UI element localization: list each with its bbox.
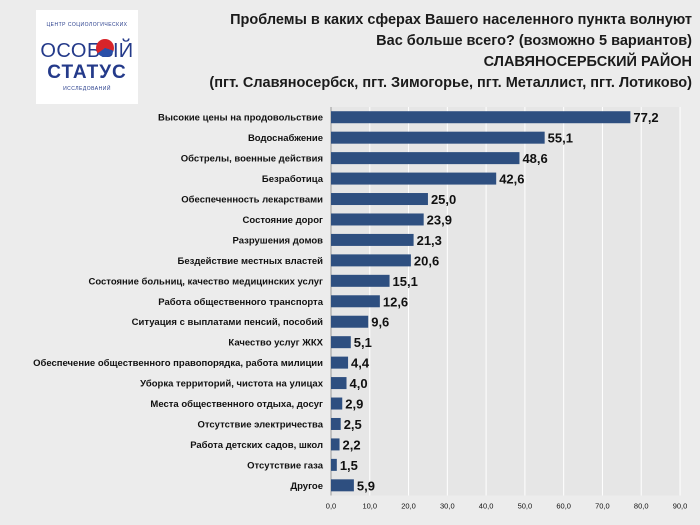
category-label: Обеспеченность лекарствами — [181, 195, 323, 206]
bar — [331, 458, 337, 471]
bar — [331, 479, 354, 492]
bar — [331, 131, 545, 144]
x-tick-label: 90,0 — [673, 502, 688, 511]
title-line-3: СЛАВЯНОСЕРБСКИЙ РАЙОН — [483, 54, 692, 70]
value-label: 5,9 — [357, 478, 375, 493]
value-label: 25,0 — [431, 192, 456, 207]
logo-ball-icon — [96, 39, 114, 57]
value-label: 42,6 — [499, 172, 524, 187]
bar — [331, 377, 347, 390]
x-tick-label: 50,0 — [518, 502, 533, 511]
category-label: Ситуация с выплатами пенсий, пособий — [132, 317, 323, 328]
category-label: Уборка территорий, чистота на улицах — [140, 379, 324, 390]
category-label: Обеспечение общественного правопорядка, … — [33, 358, 323, 369]
category-label: Работа детских садов, школ — [190, 440, 323, 451]
category-label: Состояние больниц, качество медицинских … — [88, 276, 323, 287]
chart-title: Проблемы в каких сферах Вашего населенно… — [172, 10, 692, 94]
category-label: Обстрелы, военные действия — [181, 154, 323, 165]
value-label: 55,1 — [548, 131, 573, 146]
category-label: Разрушения домов — [232, 235, 323, 246]
title-line-2: Вас больше всего? (возможно 5 вариантов) — [376, 33, 692, 49]
value-label: 2,5 — [344, 417, 362, 432]
value-label: 48,6 — [522, 151, 547, 166]
x-tick-label: 70,0 — [595, 502, 610, 511]
logo-bottom-text: ИССЛЕДОВАНИЙ — [63, 86, 111, 92]
category-label: Высокие цены на продовольствие — [158, 113, 323, 124]
category-label: Состояние дорог — [243, 215, 324, 226]
logo: ЦЕНТР СОЦИОЛОГИЧЕСКИХ ОСОБЫЙ СТАТУС ИССЛ… — [36, 10, 138, 104]
category-label: Места общественного отдыха, досуг — [150, 399, 323, 410]
category-label: Отсутствие электричества — [197, 419, 323, 430]
bar — [331, 356, 349, 369]
value-label: 23,9 — [427, 212, 452, 227]
value-label: 5,1 — [354, 335, 372, 350]
category-label: Отсутствие газа — [247, 460, 324, 471]
bar — [331, 438, 340, 451]
category-label: Безработица — [262, 174, 324, 185]
x-tick-label: 40,0 — [479, 502, 494, 511]
x-tick-label: 0,0 — [326, 502, 336, 511]
value-label: 12,6 — [383, 294, 408, 309]
logo-word-status: СТАТУС — [47, 62, 127, 83]
bar — [331, 111, 631, 124]
value-label: 15,1 — [393, 274, 418, 289]
value-label: 1,5 — [340, 458, 358, 473]
category-label: Водоснабжение — [248, 133, 323, 144]
value-label: 9,6 — [371, 315, 389, 330]
value-label: 77,2 — [633, 110, 658, 125]
title-line-4: (пгт. Славяносербск, пгт. Зимогорье, пгт… — [209, 75, 692, 91]
x-tick-label: 10,0 — [362, 502, 377, 511]
value-label: 21,3 — [417, 233, 442, 248]
x-tick-label: 30,0 — [440, 502, 455, 511]
bar — [331, 336, 351, 349]
value-label: 2,9 — [345, 397, 363, 412]
bar — [331, 193, 428, 206]
bar — [331, 295, 380, 308]
bar — [331, 152, 520, 165]
bar — [331, 315, 369, 328]
value-label: 2,2 — [343, 437, 361, 452]
category-label: Бездействие местных властей — [177, 256, 323, 267]
category-label: Качество услуг ЖКХ — [228, 338, 323, 349]
bar — [331, 172, 497, 185]
x-tick-label: 60,0 — [556, 502, 571, 511]
x-tick-label: 20,0 — [401, 502, 416, 511]
bar — [331, 254, 411, 267]
bar — [331, 233, 414, 246]
logo-top-text: ЦЕНТР СОЦИОЛОГИЧЕСКИХ — [46, 22, 128, 28]
value-label: 4,0 — [350, 376, 368, 391]
bar — [331, 397, 343, 410]
bar — [331, 417, 341, 430]
x-tick-label: 80,0 — [634, 502, 649, 511]
category-label: Другое — [290, 481, 323, 492]
plot-area — [331, 107, 680, 496]
bar — [331, 274, 390, 287]
value-label: 20,6 — [414, 253, 439, 268]
bar — [331, 213, 424, 226]
value-label: 4,4 — [351, 356, 370, 371]
title-line-1: Проблемы в каких сферах Вашего населенно… — [230, 12, 692, 28]
category-label: Работа общественного транспорта — [158, 297, 323, 308]
